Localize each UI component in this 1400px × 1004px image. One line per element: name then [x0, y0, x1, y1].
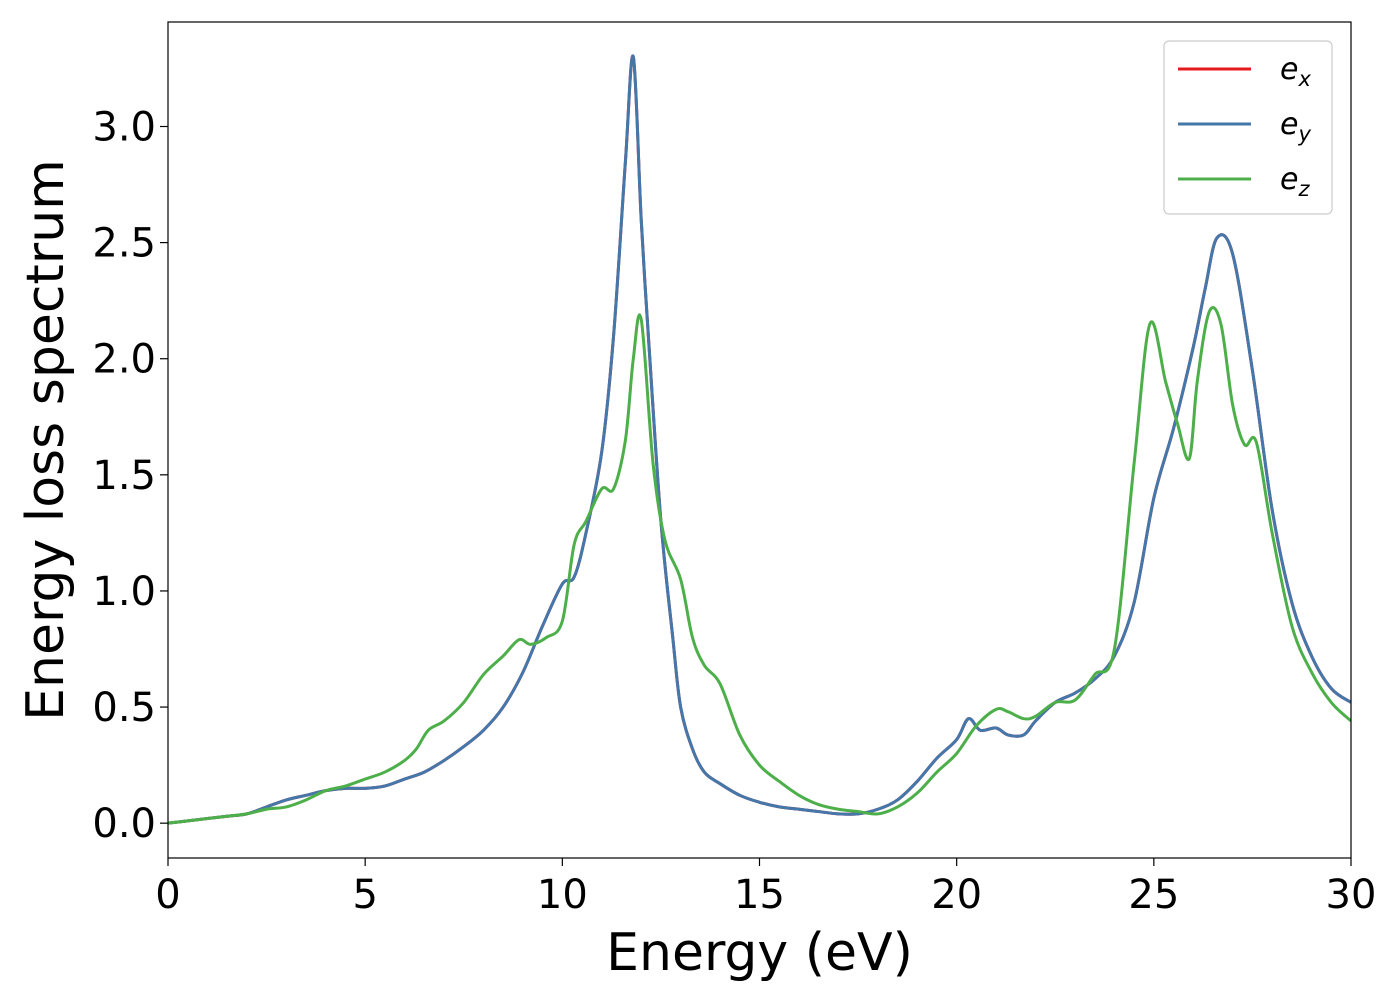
- x-tick-label: 15: [734, 872, 785, 918]
- y-axis-ticks: 0.0 0.5 1.0 1.5 2.0 2.5 3.0: [92, 105, 168, 847]
- x-axis-title: Energy (eV): [606, 923, 913, 983]
- y-tick-label: 1.5: [92, 453, 156, 499]
- y-tick-label: 0.5: [92, 685, 156, 731]
- plot-lines: [168, 54, 1351, 825]
- x-tick-label: 30: [1326, 872, 1377, 918]
- x-tick-label: 20: [931, 872, 982, 918]
- y-axis-title: Energy loss spectrum: [16, 159, 76, 721]
- legend-box: [1163, 40, 1333, 215]
- legend-label-ey: ey: [1280, 107, 1311, 146]
- x-tick-label: 25: [1128, 872, 1179, 918]
- legend: ex ey ez: [1163, 40, 1333, 215]
- y-tick-label: 1.0: [92, 569, 156, 615]
- y-tick-label: 3.0: [92, 105, 156, 151]
- series-line-ey: [168, 54, 1351, 825]
- x-axis-ticks: 0 5 10 15 20 25 30: [155, 858, 1376, 918]
- legend-label-ex: ex: [1280, 52, 1311, 91]
- series-line-ez: [168, 306, 1351, 825]
- legend-label-ez: ez: [1280, 162, 1310, 201]
- x-tick-label: 0: [155, 872, 180, 918]
- x-tick-label: 5: [352, 872, 377, 918]
- y-tick-label: 2.0: [92, 337, 156, 383]
- y-tick-label: 2.5: [92, 221, 156, 267]
- x-tick-label: 10: [537, 872, 588, 918]
- y-tick-label: 0.0: [92, 801, 156, 847]
